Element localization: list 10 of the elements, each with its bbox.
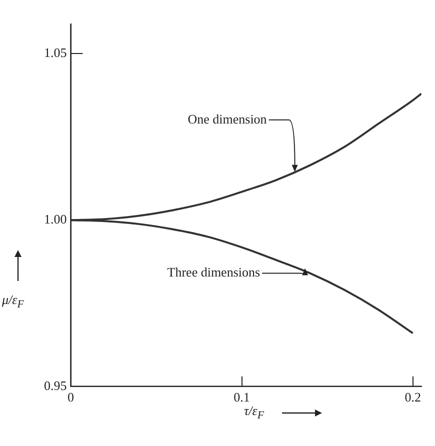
x-tick-label: 0.1 (234, 390, 250, 405)
x-axis-title: τ/ε$_{F}$ (244, 403, 264, 422)
y-tick-label: 0.95 (44, 378, 67, 393)
y-tick-label: 1.00 (44, 211, 67, 226)
annotation: Three dimensions (167, 264, 260, 280)
x-tick-label: 0.2 (404, 390, 421, 405)
y-tick-label: 1.05 (44, 45, 67, 60)
y-axis-title: μ/ε$_{F}$ (2, 292, 24, 311)
annotation: One dimension (188, 111, 268, 126)
x-tick-label: 0 (68, 390, 74, 405)
